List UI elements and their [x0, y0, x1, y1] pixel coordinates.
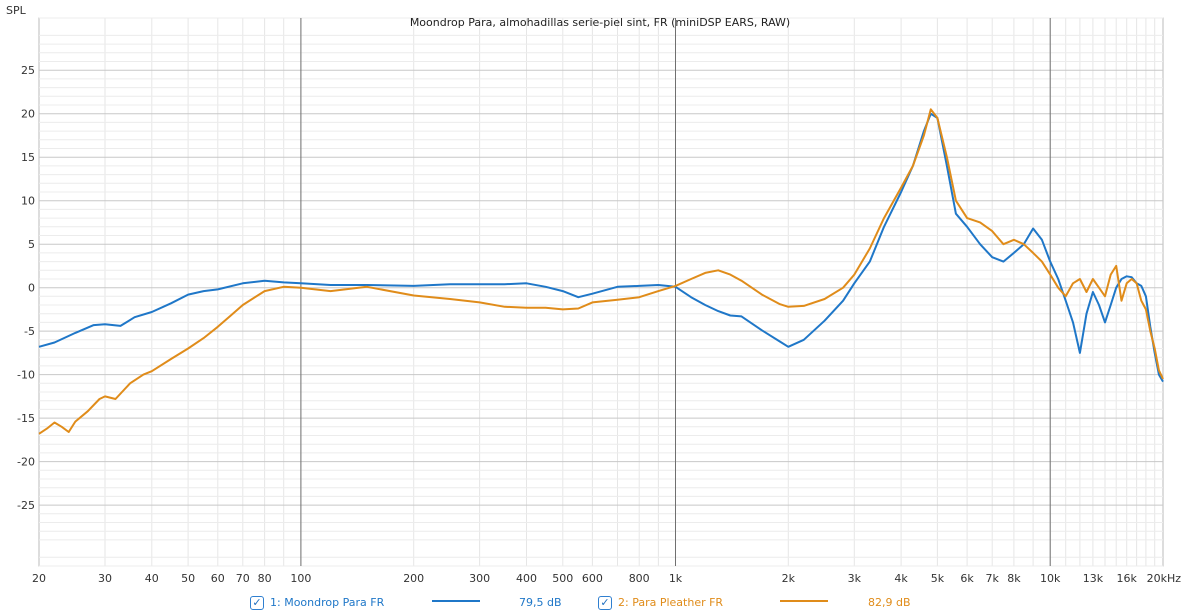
- grid-minor: [39, 17, 1163, 567]
- x-tick-label: 60: [211, 572, 225, 585]
- x-tick-label: 40: [145, 572, 159, 585]
- series-line-1: [38, 112, 1164, 383]
- x-tick-label: 7k: [986, 572, 1000, 585]
- series-1-checkbox[interactable]: ✓: [250, 596, 264, 610]
- y-axis-label: SPL: [6, 4, 27, 17]
- x-tick-label: 800: [629, 572, 650, 585]
- x-tick-label: 30: [98, 572, 112, 585]
- x-tick-label: 3k: [848, 572, 862, 585]
- x-tick-label: 5k: [931, 572, 945, 585]
- series-line-2: [38, 108, 1164, 435]
- frequency-response-chart: 20 30 40 50 60 70 80 100 200 300 400 500 600 800 1k 2k 3…: [6, 4, 1181, 585]
- y-tick-label: 25: [21, 64, 35, 77]
- series-layer: [38, 108, 1164, 435]
- series-2-checkbox[interactable]: ✓: [598, 596, 612, 610]
- y-tick-label: 15: [21, 151, 35, 164]
- x-tick-label: 1k: [669, 572, 683, 585]
- x-tick-label: 500: [552, 572, 573, 585]
- series-1-label: 1: Moondrop Para FR: [270, 596, 385, 609]
- y-tick-label: 10: [21, 195, 35, 208]
- series-2-value: 82,9 dB: [868, 596, 911, 609]
- x-tick-label: 13k: [1083, 572, 1104, 585]
- y-tick-label: -25: [17, 499, 35, 512]
- x-tick-label: 400: [516, 572, 537, 585]
- y-tick-label: -5: [24, 325, 35, 338]
- x-tick-label: 20: [32, 572, 46, 585]
- x-tick-label: 200: [403, 572, 424, 585]
- y-tick-label: -20: [17, 456, 35, 469]
- x-tick-label: 2k: [782, 572, 796, 585]
- y-tick-label: -15: [17, 412, 35, 425]
- x-tick-label: 16k: [1117, 572, 1138, 585]
- x-tick-label: 80: [258, 572, 272, 585]
- series-2-line-swatch: [780, 600, 828, 602]
- y-tick-label: -10: [17, 369, 35, 382]
- series-1-value: 79,5 dB: [519, 596, 562, 609]
- chart-title: Moondrop Para, almohadillas serie-piel s…: [410, 16, 790, 29]
- x-tick-label: 70: [236, 572, 250, 585]
- y-tick-label: 5: [28, 238, 35, 251]
- y-tick-label: 0: [28, 282, 35, 295]
- x-tick-label: 300: [469, 572, 490, 585]
- y-axis-tick-labels: 25 20 15 10 5 0 -5 -10 -15 -20 -25: [17, 64, 35, 512]
- y-tick-label: 20: [21, 108, 35, 121]
- x-tick-label: 4k: [894, 572, 908, 585]
- x-tick-label: 50: [181, 572, 195, 585]
- x-tick-label: 600: [582, 572, 603, 585]
- series-1-line-swatch: [432, 600, 480, 602]
- x-tick-label: 6k: [960, 572, 974, 585]
- x-tick-label: 20kHz: [1147, 572, 1182, 585]
- x-tick-label: 10k: [1040, 572, 1061, 585]
- x-tick-label: 100: [290, 572, 311, 585]
- legend: ✓ 1: Moondrop Para FR 79,5 dB ✓ 2: Para …: [0, 594, 1183, 614]
- series-2-label: 2: Para Pleather FR: [618, 596, 724, 609]
- x-axis-tick-labels: 20 30 40 50 60 70 80 100 200 300 400 500 600 800 1k 2k 3…: [32, 572, 1181, 585]
- x-tick-label: 8k: [1007, 572, 1021, 585]
